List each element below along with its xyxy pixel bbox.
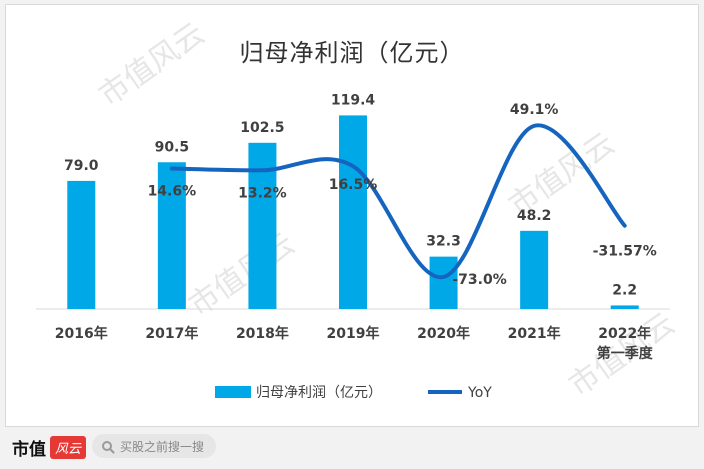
bar-value-label: 2.2	[612, 282, 637, 298]
x-tick-label: 2022年	[598, 325, 651, 342]
bar	[339, 115, 367, 309]
legend-line-label: YoY	[467, 385, 492, 401]
bar-value-label: 90.5	[155, 139, 190, 155]
yoy-value-label: 49.1%	[510, 102, 559, 118]
legend-bar-swatch	[215, 386, 251, 398]
bar	[429, 256, 458, 309]
yoy-value-label: 13.2%	[238, 185, 287, 201]
bar-value-label: 119.4	[331, 92, 376, 108]
yoy-value-label: 16.5%	[329, 177, 378, 193]
yoy-value-label: -31.57%	[593, 244, 657, 260]
brand-seal: 风云	[50, 435, 87, 459]
search-placeholder: 买股之前搜一搜	[120, 439, 205, 454]
brand-logo[interactable]: 市值 风云	[12, 434, 87, 460]
x-tick-label: 2016年	[55, 325, 108, 342]
x-tick-label: 2017年	[145, 325, 198, 342]
bar-value-label: 48.2	[517, 208, 552, 224]
yoy-value-label: -73.0%	[452, 272, 506, 288]
bar-value-label: 102.5	[240, 120, 284, 136]
bar-value-label: 79.0	[64, 158, 99, 174]
bar	[157, 162, 186, 309]
search-icon	[102, 441, 112, 451]
search-box[interactable]: 买股之前搜一搜	[92, 434, 216, 458]
x-tick-label: 2020年	[417, 325, 470, 342]
x-tick-label: 第一季度	[597, 345, 654, 362]
yoy-line	[169, 123, 627, 279]
chart-title: 归母净利润（亿元）	[239, 39, 465, 67]
bar	[67, 180, 96, 309]
x-tick-label: 2019年	[327, 325, 380, 342]
yoy-value-label: 14.6%	[148, 184, 197, 200]
bar	[520, 230, 549, 309]
x-tick-label: 2018年	[236, 325, 289, 342]
x-tick-label: 2021年	[508, 325, 561, 342]
bar	[610, 305, 639, 309]
brand-name: 市值	[12, 439, 46, 460]
legend-bar-label: 归母净利润（亿元）	[256, 384, 382, 401]
bar-value-label: 32.3	[426, 234, 461, 250]
